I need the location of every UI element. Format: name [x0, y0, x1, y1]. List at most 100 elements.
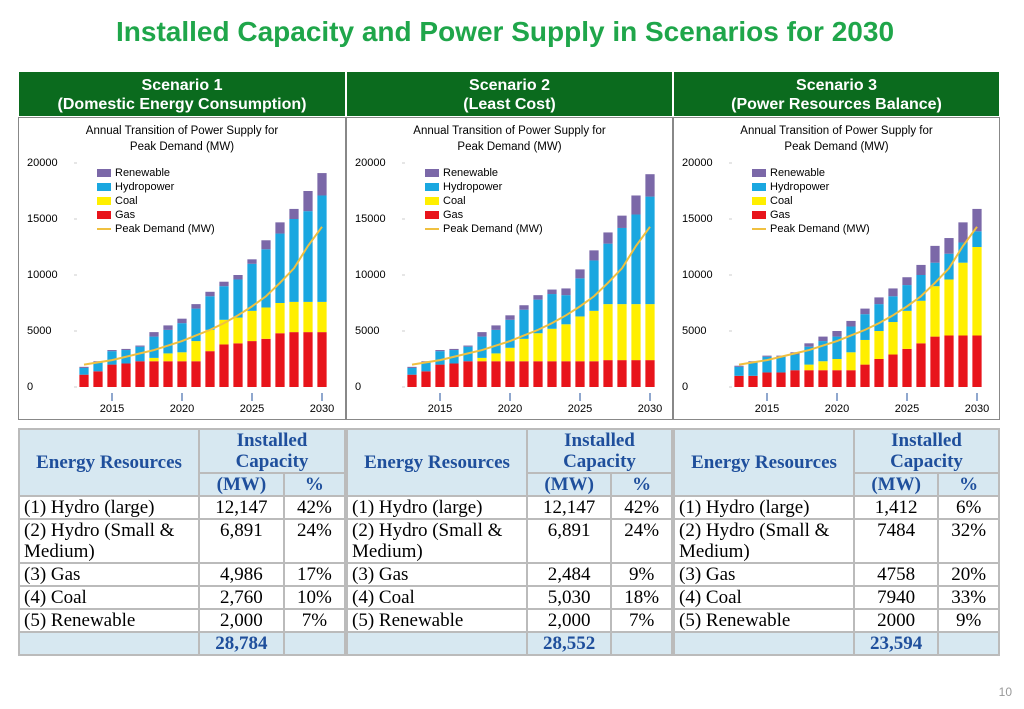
bar-segment — [589, 260, 599, 311]
bar-segment — [477, 332, 487, 337]
bar-segment — [944, 279, 954, 336]
table-row: (3) Gas 4,986 17% — [18, 562, 347, 587]
y-tick-label: 20000 — [355, 157, 386, 169]
legend-swatch — [97, 183, 111, 191]
bar-segment — [177, 323, 187, 353]
bar-segment — [247, 259, 257, 264]
legend-label: Peak Demand (MW) — [443, 223, 543, 235]
bar-segment — [275, 303, 285, 334]
bar-segment — [519, 309, 529, 339]
bar-segment — [860, 314, 870, 340]
legend-swatch — [425, 183, 439, 191]
legend-swatch — [97, 211, 111, 219]
chart-title: Annual Transition of Power Supply for Pe… — [740, 125, 933, 153]
bar-segment — [762, 355, 772, 357]
table-cell — [346, 631, 528, 656]
bar-segment — [303, 211, 313, 302]
chart-title: Annual Transition of Power Supply for Pe… — [413, 125, 606, 153]
bar-segment — [233, 275, 243, 280]
bar-segment — [177, 318, 187, 324]
x-tick-label: 2025 — [568, 403, 592, 415]
bar-segment — [163, 325, 173, 330]
bar-segment — [972, 335, 982, 387]
table-cell: (5) Renewable — [346, 608, 528, 633]
bar-segment — [205, 291, 215, 297]
table-cell: 2,000 — [198, 608, 285, 633]
table-cell: 1,412 — [852, 495, 940, 520]
bar-segment — [874, 297, 884, 305]
legend-label: Gas — [443, 209, 464, 221]
bar-segment — [261, 338, 271, 387]
peak-demand-line — [738, 226, 978, 366]
bar-segment — [818, 370, 828, 387]
bar-segment — [603, 243, 613, 305]
legend-swatch — [425, 211, 439, 219]
table-total-row: 23,594 — [673, 631, 1000, 656]
bar-segment — [421, 371, 431, 387]
bar-segment — [589, 310, 599, 362]
bar-segment — [219, 286, 229, 320]
scenario-header: Scenario 2 (Least Cost) — [346, 71, 673, 117]
bar-segment — [135, 345, 145, 347]
legend-swatch — [425, 197, 439, 205]
bar-segment — [790, 354, 800, 371]
bar-segment — [149, 361, 159, 387]
table-cell: 12,147 — [198, 495, 285, 520]
legend-swatch — [752, 183, 766, 191]
bar-segment — [435, 364, 445, 387]
legend-swatch — [752, 169, 766, 177]
bar-segment — [191, 304, 201, 309]
bar-segment — [317, 195, 327, 302]
y-tick-label: 5000 — [682, 325, 706, 337]
bar-segment — [261, 249, 271, 308]
bar-segment — [93, 371, 103, 387]
table-cell: (1) Hydro (large) — [346, 495, 528, 520]
capacity-table: Energy Resources Installed Capacity (MW)%(… — [346, 428, 673, 656]
legend-label: Coal — [443, 195, 466, 207]
table-cell: (3) Gas — [346, 562, 528, 587]
chart-panel: Annual Transition of Power Supply for Pe… — [346, 117, 673, 420]
bar-segment — [575, 361, 585, 387]
bar-segment — [603, 360, 613, 387]
bar-segment — [491, 329, 501, 354]
scenario-header: Scenario 3 (Power Resources Balance) — [673, 71, 1000, 117]
bar-segment — [888, 354, 898, 387]
table-cell — [673, 631, 855, 656]
bar-segment — [645, 360, 655, 387]
table-header-cell: (MW) — [525, 472, 613, 497]
chart-panel: Annual Transition of Power Supply for Pe… — [18, 117, 346, 420]
bar-segment — [477, 357, 487, 362]
bar-segment — [874, 359, 884, 387]
bar-segment — [477, 336, 487, 358]
bar-segment — [972, 231, 982, 247]
bar-segment — [533, 333, 543, 362]
bar-segment — [631, 195, 641, 215]
peak-demand-line — [411, 226, 651, 366]
table-row: (1) Hydro (large) 1,412 6% — [673, 495, 1000, 520]
bar-segment — [261, 240, 271, 250]
x-tick-label: 2030 — [310, 403, 334, 415]
bar-segment — [776, 372, 786, 387]
bar-segment — [519, 338, 529, 362]
bar-segment — [463, 361, 473, 387]
table-cell: 6,891 — [525, 518, 613, 564]
y-tick-label: 15000 — [355, 213, 386, 225]
bar-segment — [860, 308, 870, 315]
legend-label: Gas — [115, 209, 136, 221]
bar-segment — [958, 222, 968, 243]
x-tick-label: 2025 — [240, 403, 264, 415]
legend-label: Coal — [770, 195, 793, 207]
bar-segment — [505, 347, 515, 362]
bar-segment — [645, 304, 655, 361]
table-cell: (2) Hydro (Small & Medium) — [346, 518, 528, 564]
bar-segment — [191, 341, 201, 362]
y-tick-label: 0 — [682, 381, 688, 393]
bar-segment — [804, 343, 814, 347]
table-cell: 2,000 — [525, 608, 613, 633]
table-cell: (4) Coal — [673, 585, 855, 610]
table-cell: 20% — [937, 562, 1000, 587]
table-cell — [610, 631, 673, 656]
bar-segment — [421, 362, 431, 372]
bar-segment — [804, 346, 814, 365]
bar-segment — [860, 339, 870, 365]
